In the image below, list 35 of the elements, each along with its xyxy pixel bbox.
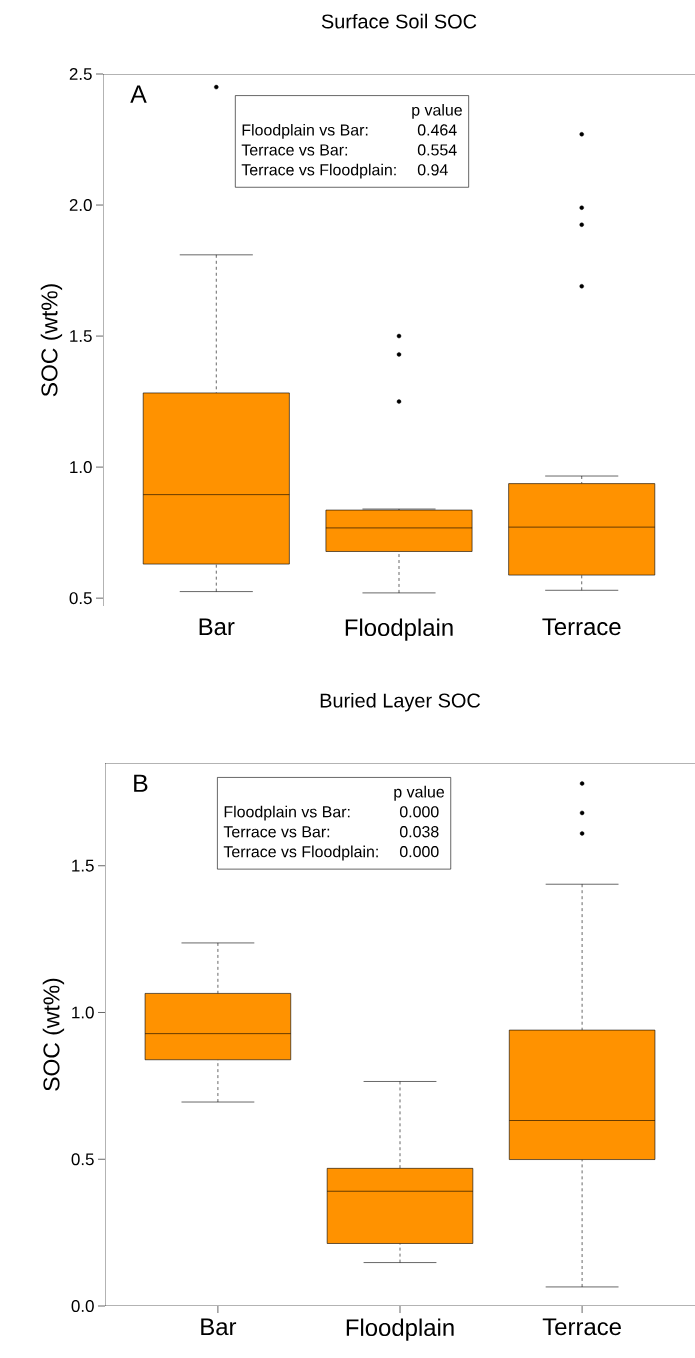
annotation: Terrace vs Bar:: [241, 144, 348, 156]
annotation: Floodplain vs Bar:: [242, 123, 368, 139]
x-tick-label: Terrace: [542, 618, 621, 636]
annotation: 0.464: [417, 124, 457, 136]
annotation: A: [130, 85, 147, 103]
y-tick-label: 1.5: [70, 330, 92, 342]
annotation: Terrace vs Bar:: [223, 826, 330, 838]
annotation: Terrace vs Floodplain:: [223, 845, 378, 861]
annotation: B: [134, 774, 148, 792]
annotation: Floodplain vs Bar:: [224, 805, 350, 821]
y-tick-label: 0.5: [69, 592, 92, 605]
chart-title: Surface Soil SOC: [321, 13, 477, 29]
annotation: p value: [412, 103, 462, 119]
annotation: 0.554: [417, 144, 457, 156]
annotation: 0.94: [417, 164, 448, 176]
annotation: 0.000: [399, 846, 439, 858]
x-tick-label: Terrace: [542, 1318, 621, 1336]
y-tick-label: 1.0: [70, 461, 92, 474]
x-tick-label: Floodplain: [345, 618, 453, 641]
y-tick-label: 2.5: [69, 68, 92, 81]
y-tick-label: 1.0: [72, 1006, 94, 1019]
y-axis-title: SOC (wt%): [42, 978, 65, 1091]
x-tick-label: Bar: [199, 618, 235, 636]
annotation: 0.000: [399, 806, 439, 818]
y-axis-title: SOC (wt%): [40, 284, 63, 397]
annotation: 0.038: [399, 826, 439, 838]
x-tick-label: Bar: [201, 1318, 237, 1336]
y-tick-label: 0.0: [71, 1300, 94, 1313]
annotation: p value: [394, 785, 444, 801]
y-tick-label: 0.5: [71, 1153, 94, 1166]
annotation: Terrace vs Floodplain:: [241, 163, 396, 179]
x-tick-label: Floodplain: [346, 1318, 454, 1341]
chart-title: Buried Layer SOC: [320, 692, 481, 712]
y-tick-label: 1.5: [72, 859, 94, 872]
y-tick-label: 2.0: [69, 199, 92, 212]
